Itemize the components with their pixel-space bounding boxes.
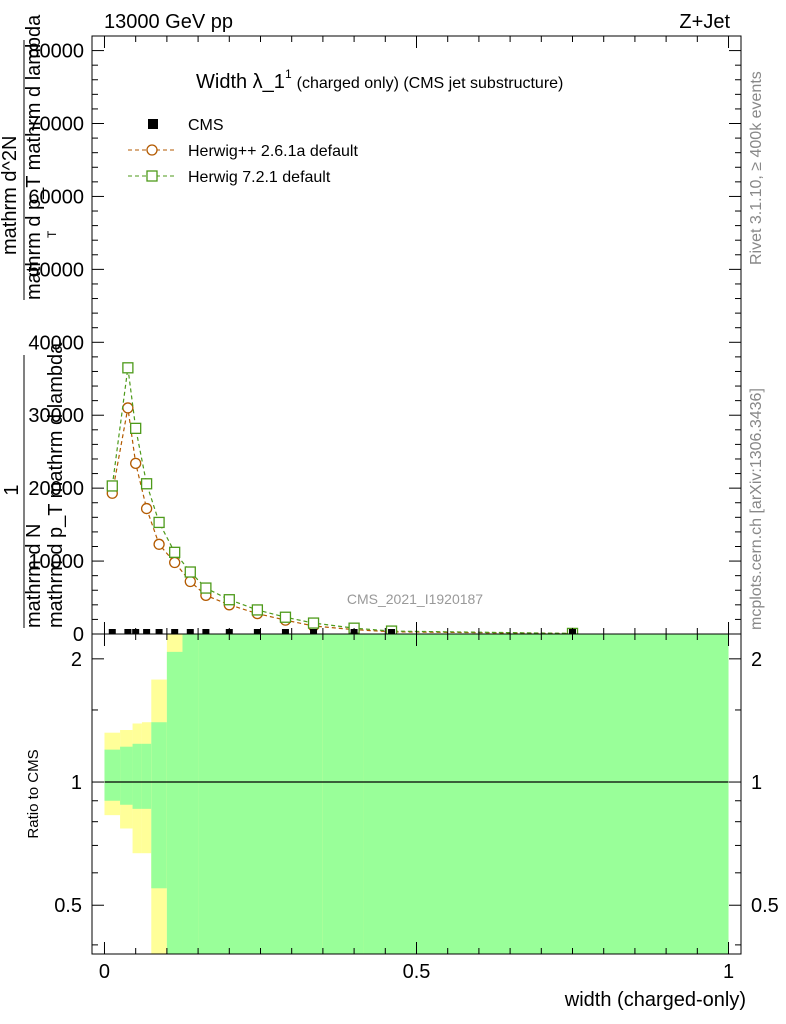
legend-label-cms: CMS <box>188 117 224 134</box>
ratio-panel: 0.5 0.51 12 2 0 0.5 1 Ratio to CMS width (cha… <box>25 633 779 1011</box>
ratio-y-tick-label: 2 <box>71 649 82 671</box>
point-cms <box>186 629 194 634</box>
ratio-band-green <box>198 634 323 954</box>
ratio-x-axis: 0 0.5 1 <box>99 634 734 983</box>
point-herwigpp <box>122 402 134 414</box>
main-y-tick-label: 30000 <box>28 405 84 427</box>
main-y-tick-label: 10000 <box>28 551 84 573</box>
point-herwigpp <box>130 457 142 470</box>
legend-marker-cms <box>148 119 158 129</box>
ylabel-line-2: mathrm d N <box>23 524 45 628</box>
chart-title: Width λ_11 (charged only) (CMS jet substr… <box>196 67 563 93</box>
point-herwigpp <box>140 502 153 515</box>
point-cms <box>388 629 396 634</box>
point-herwig7 <box>223 594 235 606</box>
point-herwig7 <box>184 566 196 578</box>
mcplots-label: mcplots.cern.ch [arXiv:1306.3436] <box>748 388 765 630</box>
ylabel-line-4: mathrm d^2N <box>0 136 21 255</box>
main-plot-content <box>106 362 579 640</box>
point-herwigpp <box>184 575 196 588</box>
ratio-band-green <box>322 634 364 954</box>
legend-label-herwigpp: Herwig++ 2.6.1a default <box>188 143 358 160</box>
point-cms <box>253 629 261 634</box>
point-herwig7 <box>130 422 142 434</box>
legend-label-herwig7: Herwig 7.2.1 default <box>188 169 331 186</box>
point-herwig7 <box>122 362 134 374</box>
main-y-tick-label: 70000 <box>28 114 84 136</box>
main-y-tick-label: 20000 <box>28 478 84 500</box>
point-herwig7 <box>251 604 264 616</box>
ratio-band-green <box>151 722 167 889</box>
main-y-tick-label: 80000 <box>28 41 84 63</box>
x-tick-label: 1 <box>723 961 734 983</box>
main-panel: 0 10000 20000 30000 40000 50000 60000 70000 8000… <box>0 14 742 646</box>
ratio-band-green <box>416 634 729 954</box>
ratio-plot-content <box>104 634 729 954</box>
ratio-y-axis-label: Ratio to CMS <box>25 749 42 838</box>
ylabel-line-3: mathrm d p_T mathrm d lambda <box>45 342 67 628</box>
main-y-tick-label: 40000 <box>28 332 84 354</box>
ratio-y-axis: 0.5 0.5 1 1 2 2 <box>54 649 779 946</box>
ratio-band-green <box>120 746 133 805</box>
point-cms <box>108 629 116 634</box>
ratio-y-tick-label-right: 1 <box>751 772 762 794</box>
chart-title-main: Width λ_1 <box>196 71 285 93</box>
point-herwigpp <box>169 556 181 569</box>
legend-marker-herwigpp <box>146 144 158 156</box>
point-herwig7 <box>106 480 118 492</box>
main-y-tick-label: 60000 <box>28 186 84 208</box>
header-process-label: Z+Jet <box>679 11 730 33</box>
x-axis-label: width (charged-only) <box>564 989 746 1011</box>
main-x-ticks <box>103 36 730 634</box>
main-y-tick-label: 0 <box>73 624 84 646</box>
ratio-band-green <box>363 634 417 954</box>
main-y-tick-label: 50000 <box>28 259 84 281</box>
ylabel-line-5: mathrm d p_T mathrm d lambda <box>23 14 45 300</box>
main-y-axis: 0 10000 20000 30000 40000 50000 60000 70000 8000… <box>28 35 741 646</box>
ylabel-subscript-t: T <box>45 230 59 238</box>
point-cms <box>143 629 151 634</box>
ratio-band-green <box>182 634 199 954</box>
header-energy-label: 13000 GeV pp <box>104 11 233 33</box>
main-y-axis-label: 1 mathrm d N mathrm d p_T mathrm d lambd… <box>0 14 67 628</box>
ratio-band-green <box>132 743 142 809</box>
point-cms <box>310 629 318 634</box>
ylabel-line-1: 1 <box>1 484 23 495</box>
ratio-band-green <box>104 749 121 801</box>
point-herwigpp <box>153 538 165 550</box>
ratio-y-tick-label: 1 <box>71 772 82 794</box>
point-herwig7 <box>169 546 181 558</box>
series-line-herwig7 <box>111 367 573 635</box>
point-cms <box>155 629 163 634</box>
analysis-watermark: CMS_2021_I1920187 <box>347 591 483 607</box>
point-herwig7 <box>279 611 292 623</box>
chart-title-sup: 1 <box>285 67 292 81</box>
point-herwig7 <box>307 617 320 629</box>
point-herwig7 <box>200 582 212 594</box>
point-cms <box>281 629 289 634</box>
x-tick-label: 0.5 <box>403 961 431 983</box>
chart-title-sub: (charged only) (CMS jet substructure) <box>297 75 564 92</box>
point-cms <box>202 629 210 634</box>
point-herwig7 <box>140 478 153 490</box>
point-cms <box>171 629 179 634</box>
rivet-label: Rivet 3.1.10, ≥ 400k events <box>748 71 765 265</box>
ratio-y-tick-label: 0.5 <box>54 895 82 917</box>
point-herwig7 <box>153 516 165 529</box>
x-tick-label: 0 <box>99 961 110 983</box>
point-cms <box>124 629 132 634</box>
ratio-band-green <box>166 651 183 954</box>
legend-marker-herwig7 <box>146 170 158 182</box>
series-line-herwigpp <box>111 407 573 635</box>
ratio-y-tick-label-right: 0.5 <box>751 895 779 917</box>
legend: CMS Herwig++ 2.6.1a default Herwig 7.2.1… <box>128 117 358 186</box>
ratio-band-green <box>141 743 152 809</box>
ratio-y-tick-label-right: 2 <box>751 649 762 671</box>
